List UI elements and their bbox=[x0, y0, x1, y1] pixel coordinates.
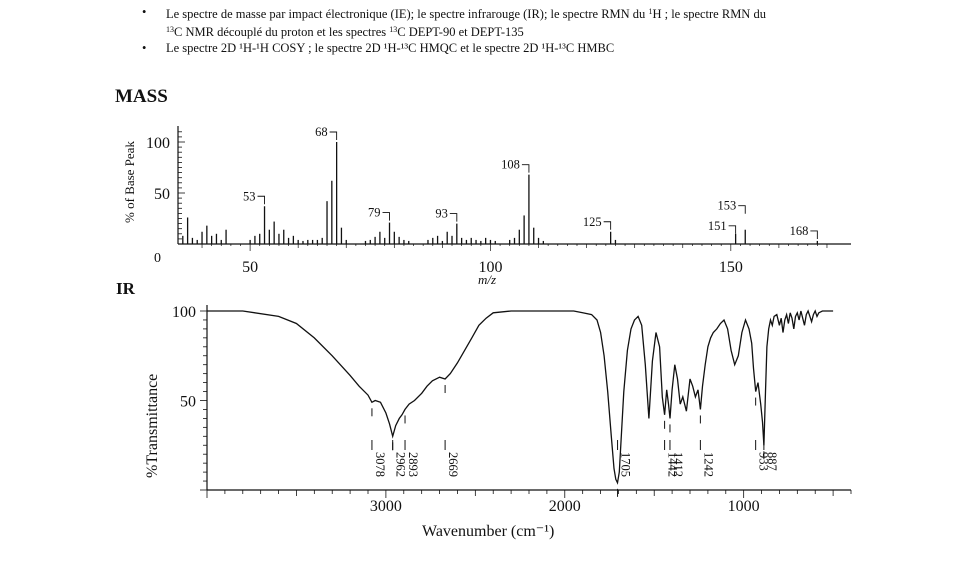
ir-transmittance-line bbox=[207, 309, 834, 485]
mass-title: MASS bbox=[115, 86, 168, 107]
bullet-item-1: • Le spectre de masse par impact électro… bbox=[140, 4, 940, 40]
ir-y-label: %Transmittance bbox=[144, 374, 161, 478]
mass-peak-marker bbox=[810, 230, 818, 239]
mass-y-tick-label: 100 bbox=[146, 135, 170, 152]
ir-peak-label: 1705 bbox=[619, 452, 633, 477]
ir-y-tick-label: 50 bbox=[180, 394, 196, 411]
mass-peak-marker bbox=[449, 213, 458, 222]
ir-x-tick-label: 1000 bbox=[728, 498, 760, 515]
ir-x-tick-label: 3000 bbox=[370, 498, 402, 515]
mass-peak-marker bbox=[728, 225, 737, 234]
mass-y-tick-label: 50 bbox=[154, 186, 170, 203]
ir-peak-label: 1442 bbox=[666, 452, 680, 477]
ir-peak-label: 933 bbox=[757, 452, 771, 471]
bullet-1-text-b: H ; le spectre RMN du bbox=[652, 7, 766, 21]
ir-x-tick-label: 2000 bbox=[549, 498, 581, 515]
bullet-1-text-c: C NMR découplé du proton et les spectres bbox=[174, 25, 390, 39]
mass-peak-label: 79 bbox=[368, 206, 381, 220]
bullet-1-line-2: 13C NMR découplé du proton et les spectr… bbox=[166, 22, 940, 40]
bullet-dot: • bbox=[142, 5, 147, 19]
mass-peak-marker bbox=[603, 221, 612, 230]
ir-peak-label: 1242 bbox=[701, 452, 715, 477]
ir-peak-label: 2893 bbox=[406, 452, 420, 477]
mass-x-tick-label: 100 bbox=[478, 259, 502, 276]
bullet-dot: • bbox=[142, 41, 147, 55]
ir-title: IR bbox=[116, 279, 136, 298]
ir-peak-label: 2669 bbox=[446, 452, 460, 477]
mass-y-zero: 0 bbox=[154, 251, 161, 266]
mass-spectrum: 50 100 50 100 150 53 68 79 93 108 125 151 153 168 bbox=[146, 125, 851, 276]
bullet-1-text-a: Le spectre de masse par impact électroni… bbox=[166, 7, 649, 21]
bullet-1-sup-a: 1 bbox=[648, 7, 653, 16]
mass-peak-label: 125 bbox=[583, 215, 602, 229]
mass-x-tick-label: 150 bbox=[719, 259, 743, 276]
ir-peak-label: 1412 bbox=[671, 452, 685, 477]
mass-peak-marker bbox=[738, 205, 746, 214]
bullet-1-sup-c: 13 bbox=[389, 25, 398, 34]
ir-x-label: Wavenumber (cm⁻¹) bbox=[422, 523, 554, 540]
bullet-1-text-d: C DEPT-90 et DEPT-135 bbox=[397, 25, 524, 39]
ir-y-tick-label: 100 bbox=[172, 304, 196, 321]
mass-peak-marker bbox=[257, 195, 265, 205]
mass-peak-label: 151 bbox=[708, 219, 727, 233]
bullet-2-text: Le spectre 2D ¹H-¹H COSY ; le spectre 2D… bbox=[166, 41, 615, 55]
mass-y-label: % of Base Peak bbox=[122, 141, 137, 223]
mass-peak-label: 68 bbox=[315, 125, 328, 139]
mass-peak-marker bbox=[329, 131, 338, 140]
bullet-item-2: • Le spectre 2D ¹H-¹H COSY ; le spectre … bbox=[140, 40, 940, 56]
mass-peak-label: 168 bbox=[790, 224, 809, 238]
mass-x-tick-label: 50 bbox=[242, 259, 258, 276]
ir-peak-label: 887 bbox=[765, 452, 779, 471]
mass-x-label: m/z bbox=[478, 272, 496, 287]
mass-peak-marker bbox=[382, 212, 390, 221]
ir-peak-label: 2962 bbox=[394, 452, 408, 477]
mass-peak-marker bbox=[521, 164, 530, 173]
mass-peak-label: 93 bbox=[435, 207, 448, 221]
instruction-list: • Le spectre de masse par impact électro… bbox=[140, 4, 940, 56]
ir-peak-label: 3078 bbox=[373, 452, 387, 477]
bullet-1-sup-b: 13 bbox=[166, 25, 174, 34]
mass-peak-label: 153 bbox=[717, 199, 736, 213]
mass-peak-label: 53 bbox=[243, 189, 256, 203]
mass-peak-label: 108 bbox=[501, 158, 520, 172]
